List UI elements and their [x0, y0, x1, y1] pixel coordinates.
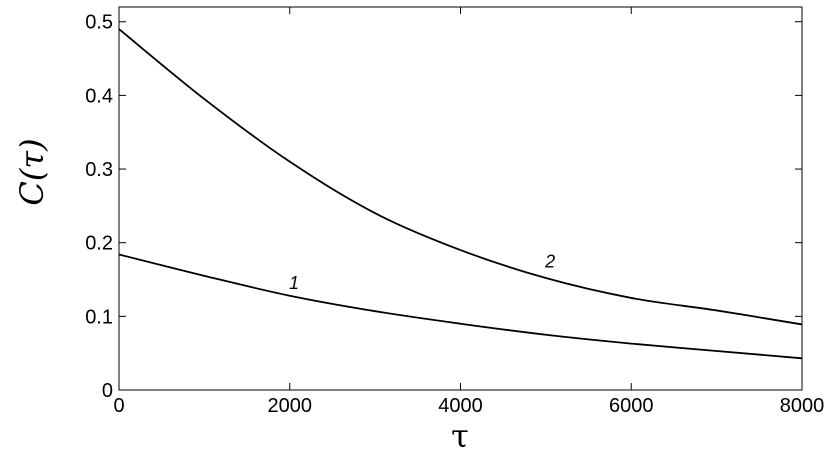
y-tick-label: 0 — [102, 380, 113, 402]
plot-area — [118, 6, 803, 391]
y-tick-label: 0.1 — [85, 306, 113, 328]
y-axis-title: C(τ) — [13, 138, 51, 205]
ticks — [118, 7, 803, 391]
curve-label-2: 2 — [544, 252, 555, 272]
x-tick-label: 8000 — [780, 395, 825, 417]
x-tick-label: 0 — [113, 395, 124, 417]
y-tick-label: 0.2 — [85, 233, 113, 255]
series-line-1 — [118, 253, 803, 360]
curve-annotations: 12 — [289, 252, 555, 293]
y-tick-label: 0.5 — [85, 12, 113, 34]
series-line-2 — [118, 28, 803, 326]
x-tick-label: 2000 — [268, 395, 313, 417]
y-tick-label: 0.3 — [85, 159, 113, 181]
x-axis-title: τ — [451, 417, 469, 455]
x-tick-label: 4000 — [438, 395, 483, 417]
y-tick-label: 0.4 — [85, 85, 113, 107]
x-tick-label: 6000 — [609, 395, 654, 417]
curves — [118, 28, 803, 360]
plot-frame — [118, 6, 803, 391]
tick-labels: 0 2000 4000 6000 8000 0 0.1 0.2 0.3 0.4 0.5 — [85, 12, 824, 417]
curve-label-1: 1 — [289, 273, 299, 293]
